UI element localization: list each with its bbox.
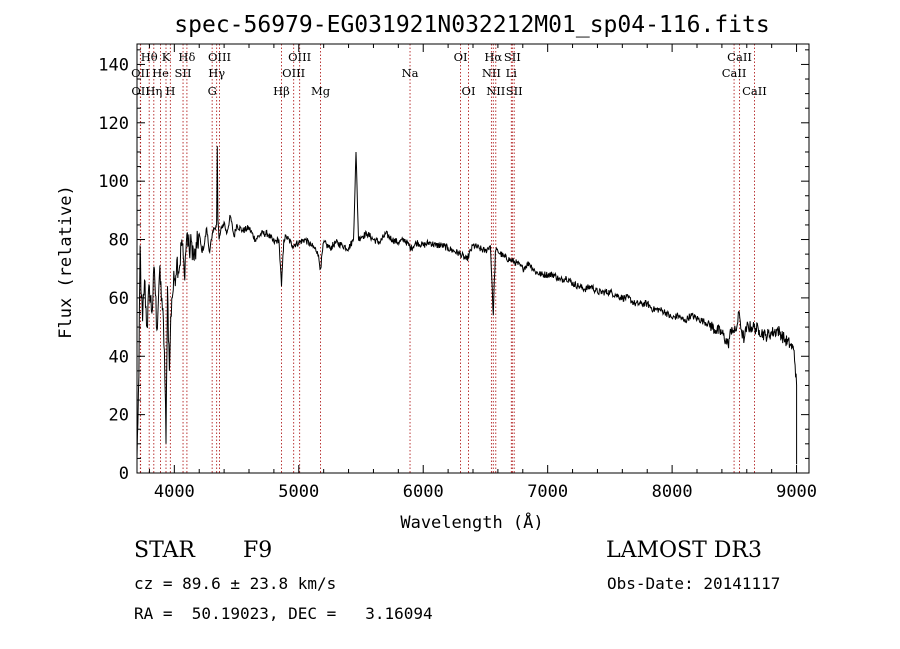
emission-line-label: OIII xyxy=(208,50,231,64)
emission-line-label: SII xyxy=(506,84,523,98)
emission-line-label: Hγ xyxy=(208,66,225,80)
emission-line-label: He xyxy=(152,66,169,80)
emission-line-label: Hθ xyxy=(141,50,158,64)
x-tick-label: 6000 xyxy=(403,482,444,502)
object-class: STAR xyxy=(134,538,195,563)
survey-name: LAMOST DR3 xyxy=(606,538,762,563)
emission-line-label: K xyxy=(162,50,171,64)
emission-line-label: NII xyxy=(482,66,501,80)
emission-line-labels: HθOIIOIIHηHeKHSIIHδGHγOIIIHβOIIIOIIIMgNa… xyxy=(131,50,767,98)
y-tick-label: 100 xyxy=(98,172,129,192)
x-axis-label: Wavelength (Å) xyxy=(400,511,543,533)
x-tick-label: 5000 xyxy=(278,482,319,502)
emission-line-label: OII xyxy=(131,66,150,80)
x-tick-label: 9000 xyxy=(776,482,817,502)
y-axis-label: Flux (relative) xyxy=(56,185,76,339)
emission-line-label: SII xyxy=(504,50,521,64)
emission-line-label: Li xyxy=(506,66,518,80)
y-tick-label: 80 xyxy=(109,231,129,251)
emission-line-label: H xyxy=(165,84,175,98)
emission-line-label: OII xyxy=(131,84,150,98)
emission-line-label: Hη xyxy=(145,84,162,98)
emission-line-label: OI xyxy=(462,84,476,98)
x-tick-label: 8000 xyxy=(652,482,693,502)
emission-line-label: NII xyxy=(486,84,505,98)
y-tick-label: 60 xyxy=(109,289,129,309)
plot-frame xyxy=(136,43,810,474)
x-tick-label: 4000 xyxy=(154,482,195,502)
object-subclass: F9 xyxy=(243,538,273,563)
emission-line-label: OI xyxy=(454,50,468,64)
emission-line-label: G xyxy=(208,84,217,98)
emission-line-label: CaII xyxy=(742,84,767,98)
y-tick-label: 20 xyxy=(109,406,129,426)
x-axis-ticks: 4000 5000 6000 7000 8000 9000 xyxy=(148,44,817,502)
chart-title: spec-56979-EG031921N032212M01_sp04-116.f… xyxy=(174,12,769,38)
emission-line-label: CaII xyxy=(722,66,747,80)
emission-line-label: Hβ xyxy=(273,84,290,98)
redshift-value: cz = 89.6 ± 23.8 km/s xyxy=(134,574,337,593)
emission-line-label: CaII xyxy=(727,50,752,64)
emission-line-label: Na xyxy=(402,66,419,80)
emission-line-label: OIII xyxy=(282,66,305,80)
y-tick-label: 120 xyxy=(98,114,129,134)
observation-date: Obs-Date: 20141117 xyxy=(607,574,781,593)
y-tick-label: 40 xyxy=(109,347,129,367)
emission-line-label: OIII xyxy=(288,50,311,64)
emission-line-label: SII xyxy=(175,66,192,80)
y-tick-label: 0 xyxy=(119,464,129,484)
emission-line-label: Hδ xyxy=(178,50,195,64)
emission-line-label: Hα xyxy=(484,50,502,64)
y-axis-ticks: 0 20 40 60 80 100 120 140 xyxy=(98,49,809,484)
coordinates: RA = 50.19023, DEC = 3.16094 xyxy=(134,604,433,623)
emission-line-label: Mg xyxy=(311,84,331,98)
x-tick-label: 7000 xyxy=(527,482,568,502)
emission-line-markers xyxy=(139,44,755,473)
y-tick-label: 140 xyxy=(98,55,129,75)
spectrum-line xyxy=(136,146,798,465)
